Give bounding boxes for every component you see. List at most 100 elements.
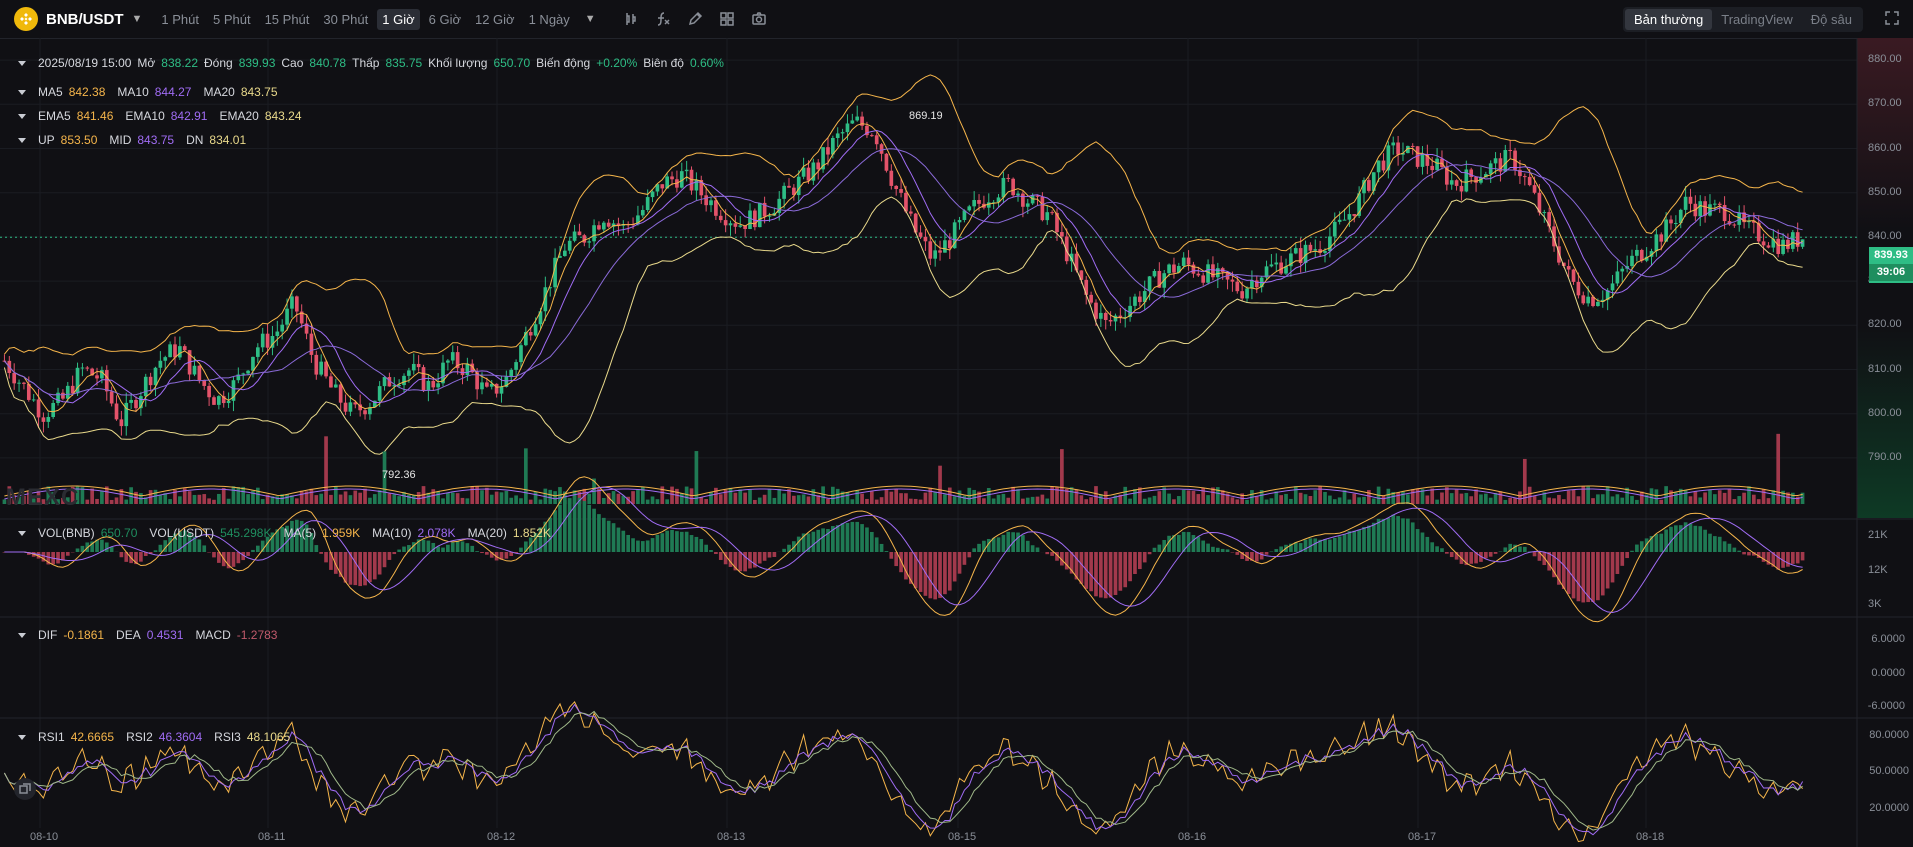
macd-bar [392, 552, 397, 555]
collapse-icon[interactable] [18, 137, 26, 143]
macd-bar [1527, 551, 1532, 552]
candle-body [1435, 158, 1439, 171]
macd-legend: DIF -0.1861 DEA 0.4531 MACD -1.2783 [18, 628, 277, 642]
timeframe-6[interactable]: 12 Giờ [474, 11, 515, 27]
macd-bar [158, 544, 163, 552]
layout-icon[interactable] [718, 10, 736, 28]
macd-bar [1006, 531, 1011, 552]
volume-bar [1532, 496, 1537, 504]
candle-body [1532, 185, 1537, 193]
macd-bar [1030, 545, 1035, 552]
candle-body [723, 220, 728, 226]
volume-bar [51, 492, 56, 504]
macd-bar [460, 541, 465, 552]
timeframe-1[interactable]: 5 Phút [212, 11, 251, 27]
candle-body [1445, 166, 1449, 185]
volume-bar [1678, 488, 1683, 504]
timeframe-3[interactable]: 30 Phút [323, 11, 369, 27]
candle-body [816, 162, 821, 170]
macd-bar [904, 552, 908, 580]
candle-body [358, 404, 362, 411]
macd-tick: 6.0000 [1871, 633, 1905, 645]
macd-bar [1625, 552, 1629, 559]
function-icon[interactable] [654, 10, 672, 28]
timeframe-0[interactable]: 1 Phút [161, 11, 199, 27]
volume-bar [363, 488, 367, 504]
volume-bar [90, 488, 94, 504]
boll-dn-label: DN [186, 133, 204, 147]
volume-bar [1113, 495, 1118, 504]
fullscreen-icon[interactable] [1885, 11, 1899, 25]
macd-bar [982, 540, 986, 552]
timeframe-4[interactable]: 1 Giờ [377, 8, 420, 30]
candle-body [1557, 246, 1561, 263]
macd-bar [855, 521, 860, 552]
volume-bar [1537, 499, 1542, 504]
timeframe-2[interactable]: 15 Phút [264, 11, 310, 27]
candle-body [787, 185, 791, 188]
amplitude-value: 0.60% [689, 56, 724, 70]
candle-body [894, 185, 899, 190]
indicator-icon[interactable] [622, 10, 640, 28]
collapse-icon[interactable] [18, 89, 26, 95]
candle-body [665, 176, 669, 189]
view-tab-1[interactable]: TradingView [1721, 12, 1793, 27]
collapse-icon[interactable] [18, 530, 26, 536]
candle-body [1055, 212, 1059, 233]
volume-bar [796, 495, 801, 504]
view-tab-2[interactable]: Độ sâu [1810, 12, 1852, 27]
timeframe-7[interactable]: 1 Ngày [528, 11, 570, 27]
volume-bar [46, 486, 51, 504]
macd-bar [1254, 552, 1259, 562]
candle-body [733, 223, 738, 227]
timeframe-5[interactable]: 6 Giờ [428, 11, 461, 27]
macd-bar [416, 539, 421, 552]
candle-body [465, 363, 470, 376]
draw-pencil-icon[interactable] [686, 10, 704, 28]
pair-dropdown-icon[interactable]: ▼ [131, 13, 143, 25]
candle-body [1362, 180, 1366, 194]
volume-bar [95, 498, 99, 504]
macd-bar [1708, 533, 1712, 552]
candle-body [1776, 238, 1781, 254]
pair-name[interactable]: BNB/USDT [46, 10, 124, 28]
candle-body [1766, 245, 1771, 248]
collapse-icon[interactable] [18, 734, 26, 740]
macd-bar [95, 539, 99, 552]
candle-body [874, 135, 879, 145]
macd-bar [1771, 552, 1776, 567]
camera-icon[interactable] [750, 10, 768, 28]
collapse-icon[interactable] [18, 113, 26, 119]
candle-body [1537, 192, 1542, 213]
candle-body [1108, 319, 1113, 322]
candle-body [260, 333, 265, 348]
settings-corner-icon[interactable] [14, 778, 36, 800]
volume-bar [743, 492, 747, 504]
candle-body [1196, 273, 1201, 276]
view-tab-0[interactable]: Bản thường [1624, 9, 1713, 30]
macd-bar [134, 552, 138, 565]
ma10-label: MA10 [117, 85, 149, 99]
collapse-icon[interactable] [18, 60, 26, 66]
candle-body [455, 352, 460, 369]
candle-body [1347, 214, 1352, 220]
macd-bar [1649, 536, 1654, 552]
macd-bar [1683, 522, 1688, 552]
candle-body [1454, 180, 1459, 186]
candle-body [967, 206, 972, 211]
volume-bar [1781, 490, 1785, 504]
collapse-icon[interactable] [18, 632, 26, 638]
timeframe-dropdown-icon[interactable]: ▼ [584, 13, 596, 25]
candle-body [494, 383, 499, 394]
candle-body [1571, 269, 1576, 282]
volume-bar [485, 487, 489, 504]
candle-body [1713, 203, 1717, 205]
volume-bar [65, 497, 70, 504]
volume-tick: 3K [1868, 598, 1882, 610]
volume-bar [1440, 492, 1444, 504]
volume-bar [1157, 491, 1162, 504]
volume-bar [450, 492, 455, 504]
macd-bar [226, 552, 231, 569]
candlestick-chart[interactable] [0, 38, 1913, 847]
candle-body [475, 372, 479, 390]
